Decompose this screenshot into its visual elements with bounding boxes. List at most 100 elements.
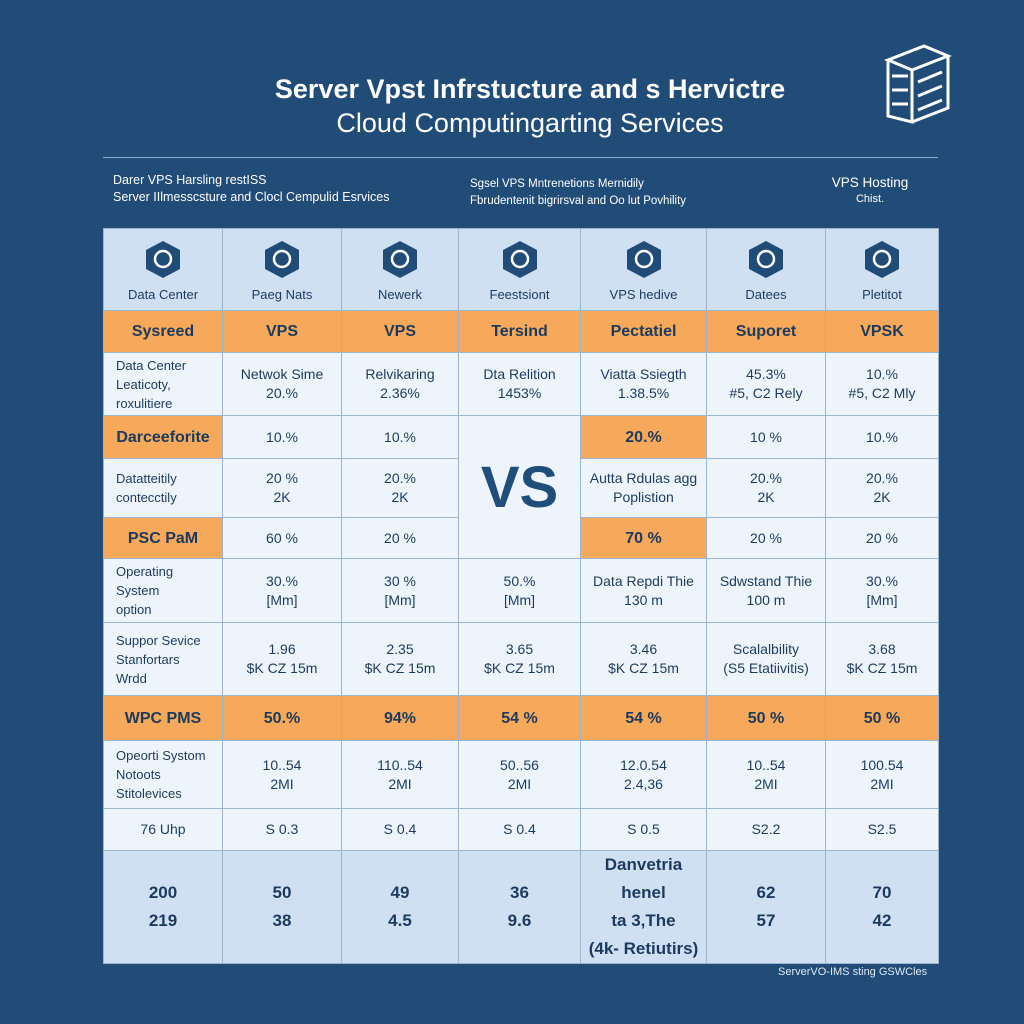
header-row: Data Center Paeg Nats Newerk Feestsiont VPS …: [103, 228, 939, 311]
table-row: Operating System option 30.% [Mm] 30 % [Mm…: [103, 558, 939, 623]
subheader-text: VPS Hosting: [831, 175, 909, 190]
table-cell: Sdwstand Thie 100 m: [706, 558, 826, 623]
table-cell: S 0.3: [222, 808, 342, 851]
column-label: Newerk: [377, 287, 423, 302]
table-row: Darceeforite 10.% 10.% VS 20.% 10 % 10.%: [103, 415, 939, 559]
table-cell: Danvetria henel ta 3,The (4k- Retiutirs): [580, 850, 707, 964]
column-label: Data Center: [127, 287, 199, 302]
table-cell: Operating System option: [103, 558, 223, 623]
column-header: Feestsiont: [458, 228, 581, 311]
table-cell: S 0.4: [341, 808, 459, 851]
table-cell: PSC PaM: [103, 517, 223, 559]
table-cell: 62 57: [706, 850, 826, 964]
table-row: 200 219 50 38 49 4.5 36 9.6 Danvetria henel …: [103, 850, 939, 964]
table-cell: 100.54 2MI: [825, 740, 939, 809]
table-cell: 70 42: [825, 850, 939, 964]
table-cell: Sysreed: [103, 310, 223, 353]
table-cell: S 0.4: [458, 808, 581, 851]
table-cell: Viatta Ssiegth 1.38.5%: [580, 352, 707, 416]
table-cell: 94%: [341, 695, 459, 741]
table-cell: Datatteitily contecctily: [103, 458, 223, 518]
server-icon: [884, 44, 952, 124]
table-cell: S2.5: [825, 808, 939, 851]
table-cell: 20.% 2K: [706, 458, 826, 518]
table-cell: WPC PMS: [103, 695, 223, 741]
table-cell: 10.%: [222, 415, 342, 459]
subheader-text: Fbrudentenit bigrirsval and Oo lut Povhi…: [470, 195, 687, 207]
table-cell: 20 % 2K: [222, 458, 342, 518]
table-cell: 50..56 2MI: [458, 740, 581, 809]
column-header: Data Center: [103, 228, 223, 311]
table-cell: 20 %: [825, 517, 939, 559]
table-cell: 76 Uhp: [103, 808, 223, 851]
table-cell: 200 219: [103, 850, 223, 964]
table-cell: 50.% [Mm]: [458, 558, 581, 623]
table-cell: Suppor Sevice Stanfortars Wrdd: [103, 622, 223, 696]
column-label: Paeg Nats: [251, 287, 313, 302]
table-cell: 10 %: [706, 415, 826, 459]
table-cell: 36 9.6: [458, 850, 581, 964]
table-cell: Tersind: [458, 310, 581, 353]
table-row: Sysreed VPS VPS Tersind Pectatiel Suporet VPSK: [103, 310, 939, 353]
table-cell: 10.%: [341, 415, 459, 459]
column-label: Datees: [745, 287, 787, 302]
table-cell: 30.% [Mm]: [825, 558, 939, 623]
table-cell: 20.% 2K: [825, 458, 939, 518]
table-cell: VPSK: [825, 310, 939, 353]
subheader-text: Chist.: [855, 193, 885, 205]
column-icon: [265, 241, 299, 278]
table-cell: S 0.5: [580, 808, 707, 851]
divider: [103, 157, 938, 158]
table-cell: 50.%: [222, 695, 342, 741]
column-header: Datees: [706, 228, 826, 311]
table-cell: 45.3% #5, C2 Rely: [706, 352, 826, 416]
column-label: VPS hedive: [609, 287, 678, 302]
table-cell: 50 %: [706, 695, 826, 741]
table-cell: 10.% #5, C2 Mly: [825, 352, 939, 416]
table-cell: Autta Rdulas agg Poplistion: [580, 458, 707, 518]
table-cell: 49 4.5: [341, 850, 459, 964]
table-cell: VPS: [341, 310, 459, 353]
table-cell: Darceeforite: [103, 415, 223, 459]
table-cell: 10..54 2MI: [222, 740, 342, 809]
table-cell: Netwok Sime 20.%: [222, 352, 342, 416]
table-cell: 50 %: [825, 695, 939, 741]
column-icon: [383, 241, 417, 278]
column-icon: [146, 241, 180, 278]
title: Server Vpst Infrstucture and s Hervictre: [274, 74, 786, 104]
table-cell: 30 % [Mm]: [341, 558, 459, 623]
table-cell: Suporet: [706, 310, 826, 353]
table-cell: S2.2: [706, 808, 826, 851]
vs-label: VS: [458, 415, 581, 559]
table-cell: 50 38: [222, 850, 342, 964]
subheader-text: Server IIlmesscsture and Clocl Cempulid …: [113, 190, 390, 204]
table-cell: 1.96 $K CZ 15m: [222, 622, 342, 696]
table-cell: 2.35 $K CZ 15m: [341, 622, 459, 696]
column-header: Paeg Nats: [222, 228, 342, 311]
column-icon: [502, 241, 537, 278]
table-cell: 3.46 $K CZ 15m: [580, 622, 707, 696]
table-cell: Scalalbility (S5 Etatiivitis): [706, 622, 826, 696]
table-cell: Dta Relition 1453%: [458, 352, 581, 416]
column-header: VPS hedive: [580, 228, 707, 311]
column-header: Pletitot: [825, 228, 939, 311]
table-cell: 10..54 2MI: [706, 740, 826, 809]
table-cell: 54 %: [458, 695, 581, 741]
title: Cloud Computingarting Services: [336, 108, 724, 138]
table-cell: 20 %: [706, 517, 826, 559]
subheader-text: Darer VPS Harsling restISS: [113, 173, 267, 187]
table-cell: 60 %: [222, 517, 342, 559]
table-cell: 3.65 $K CZ 15m: [458, 622, 581, 696]
table-row: Opeorti Systom Notoots Stitolevices 10..5…: [103, 740, 939, 809]
table-cell: Data Center Leaticoty, roxulitiere: [103, 352, 223, 416]
table-cell: 110..54 2MI: [341, 740, 459, 809]
table-row: WPC PMS 50.% 94% 54 % 54 % 50 % 50 %: [103, 695, 939, 741]
table-cell: Data Repdi Thie 130 m: [580, 558, 707, 623]
table-cell: VPS: [222, 310, 342, 353]
column-label: Pletitot: [862, 287, 902, 302]
table-cell: 3.68 $K CZ 15m: [825, 622, 939, 696]
table-cell: 10.%: [825, 415, 939, 459]
table-row: Suppor Sevice Stanfortars Wrdd 1.96 $K CZ…: [103, 622, 939, 696]
table-row: Data Center Leaticoty, roxulitiere Netwok…: [103, 352, 939, 416]
